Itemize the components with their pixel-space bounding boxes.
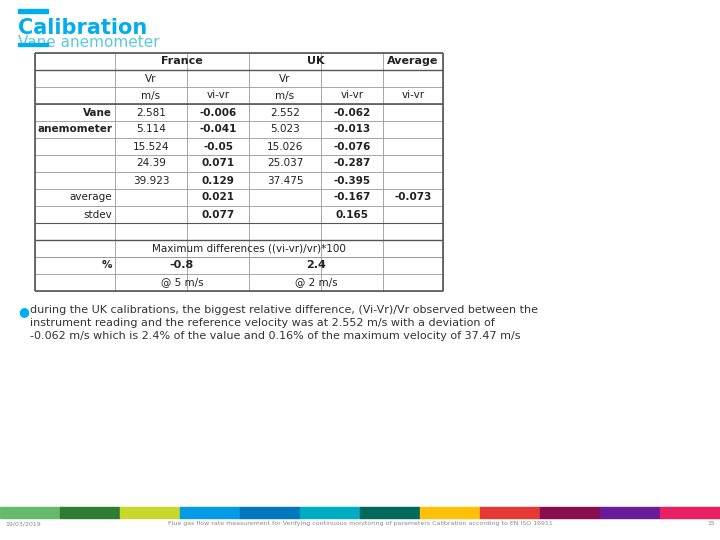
Text: -0.006: -0.006 bbox=[199, 107, 237, 118]
Text: -0.167: -0.167 bbox=[333, 192, 371, 202]
Bar bbox=[540, 507, 600, 518]
Bar bbox=[420, 507, 480, 518]
Text: 2.4: 2.4 bbox=[306, 260, 326, 271]
Text: 0.165: 0.165 bbox=[336, 210, 369, 219]
Text: Vane anemometer: Vane anemometer bbox=[18, 35, 160, 50]
Text: -0.062 m/s which is 2.4% of the value and 0.16% of the maximum velocity of 37.47: -0.062 m/s which is 2.4% of the value an… bbox=[30, 331, 521, 341]
Text: 24.39: 24.39 bbox=[136, 159, 166, 168]
Text: 5.023: 5.023 bbox=[270, 125, 300, 134]
Bar bbox=[0, 507, 60, 518]
Text: -0.076: -0.076 bbox=[333, 141, 371, 152]
Text: m/s: m/s bbox=[141, 91, 161, 100]
Text: Average: Average bbox=[387, 57, 438, 66]
Text: 39.923: 39.923 bbox=[132, 176, 169, 186]
Text: 15.524: 15.524 bbox=[132, 141, 169, 152]
Text: Vane: Vane bbox=[83, 107, 112, 118]
Text: average: average bbox=[69, 192, 112, 202]
Bar bbox=[300, 507, 360, 518]
Text: 0.071: 0.071 bbox=[202, 159, 235, 168]
Bar bbox=[120, 507, 180, 518]
Text: -0.287: -0.287 bbox=[333, 159, 371, 168]
Text: ●: ● bbox=[18, 305, 29, 318]
Text: -0.013: -0.013 bbox=[333, 125, 371, 134]
Text: -0.05: -0.05 bbox=[203, 141, 233, 152]
Text: 0.129: 0.129 bbox=[202, 176, 235, 186]
Text: 2.581: 2.581 bbox=[136, 107, 166, 118]
Bar bbox=[660, 507, 720, 518]
Text: -0.8: -0.8 bbox=[170, 260, 194, 271]
Bar bbox=[18, 43, 48, 46]
Bar bbox=[360, 507, 420, 518]
Text: 15: 15 bbox=[707, 521, 715, 526]
Bar bbox=[240, 507, 300, 518]
Text: @ 2 m/s: @ 2 m/s bbox=[294, 278, 337, 287]
Text: during the UK calibrations, the biggest relative difference, (Vi-Vr)/Vr observed: during the UK calibrations, the biggest … bbox=[30, 305, 538, 315]
Text: 0.077: 0.077 bbox=[202, 210, 235, 219]
Text: vi-vr: vi-vr bbox=[402, 91, 425, 100]
Text: -0.073: -0.073 bbox=[395, 192, 432, 202]
Text: -0.041: -0.041 bbox=[199, 125, 237, 134]
Text: 0.021: 0.021 bbox=[202, 192, 235, 202]
Text: France: France bbox=[161, 57, 203, 66]
Bar bbox=[600, 507, 660, 518]
Text: -0.062: -0.062 bbox=[333, 107, 371, 118]
Text: stdev: stdev bbox=[84, 210, 112, 219]
Text: 5.114: 5.114 bbox=[136, 125, 166, 134]
Text: 25.037: 25.037 bbox=[267, 159, 303, 168]
Text: 37.475: 37.475 bbox=[266, 176, 303, 186]
Bar bbox=[180, 507, 240, 518]
Text: vi-vr: vi-vr bbox=[207, 91, 230, 100]
Text: anemometer: anemometer bbox=[37, 125, 112, 134]
Text: m/s: m/s bbox=[276, 91, 294, 100]
Text: @ 5 m/s: @ 5 m/s bbox=[161, 278, 203, 287]
Text: Calibration: Calibration bbox=[18, 18, 148, 38]
Bar bbox=[18, 9, 48, 13]
Text: Maximum differences ((vi-vr)/vr)*100: Maximum differences ((vi-vr)/vr)*100 bbox=[152, 244, 346, 253]
Text: UK: UK bbox=[307, 57, 325, 66]
Text: -0.395: -0.395 bbox=[333, 176, 371, 186]
Text: Flue gas flow rate measurement for Verifying continuous monitoring of parameters: Flue gas flow rate measurement for Verif… bbox=[168, 521, 552, 526]
Text: Vr: Vr bbox=[279, 73, 291, 84]
Bar bbox=[480, 507, 540, 518]
Text: %: % bbox=[102, 260, 112, 271]
Text: 2.552: 2.552 bbox=[270, 107, 300, 118]
Text: instrument reading and the reference velocity was at 2.552 m/s with a deviation : instrument reading and the reference vel… bbox=[30, 318, 495, 328]
Text: Vr: Vr bbox=[145, 73, 157, 84]
Text: vi-vr: vi-vr bbox=[341, 91, 364, 100]
Bar bbox=[60, 507, 120, 518]
Text: 19/03/2019: 19/03/2019 bbox=[5, 521, 41, 526]
Text: 15.026: 15.026 bbox=[267, 141, 303, 152]
